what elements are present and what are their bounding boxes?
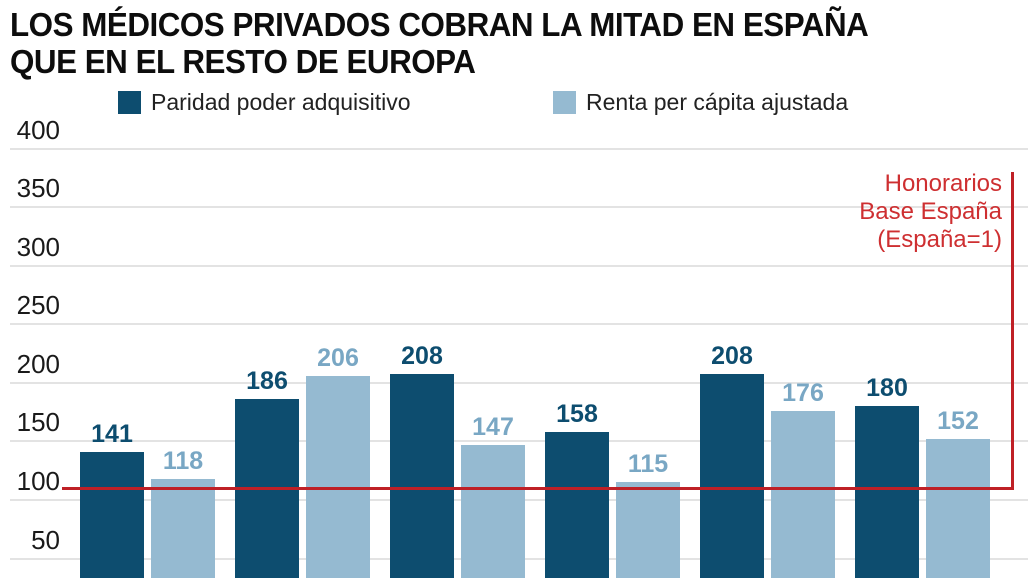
gridline-200 — [10, 381, 1028, 384]
bar-renta-3 — [461, 445, 525, 578]
y-axis-tick-400: 400 — [16, 114, 60, 145]
bar-renta-6 — [926, 439, 990, 578]
bar-renta-5 — [771, 411, 835, 578]
bar-value-label-paridad-1: 141 — [91, 420, 133, 449]
reference-annotation-line-3: (España=1) — [877, 226, 1002, 253]
y-axis-tick-200: 200 — [16, 348, 60, 379]
bar-value-label-paridad-4: 158 — [556, 400, 598, 429]
reference-line-horizontal — [62, 487, 1014, 490]
bar-value-label-paridad-6: 180 — [866, 374, 908, 403]
bar-value-label-paridad-2: 186 — [246, 367, 288, 396]
reference-annotation: Honorarios Base España (España=1) — [859, 170, 1002, 254]
y-axis-tick-100: 100 — [16, 466, 60, 497]
chart-title-line-1: LOS MÉDICOS PRIVADOS COBRAN LA MITAD EN … — [10, 6, 869, 43]
gridline-150 — [10, 440, 1028, 443]
bar-value-label-paridad-3: 208 — [401, 341, 443, 370]
bar-value-label-renta-4: 115 — [627, 450, 669, 479]
y-axis-tick-350: 350 — [16, 173, 60, 204]
bar-value-label-renta-3: 147 — [472, 413, 514, 441]
gridline-250 — [10, 323, 1028, 326]
y-axis-tick-50: 50 — [31, 524, 60, 555]
reference-annotation-line-1: Honorarios — [884, 170, 1002, 197]
legend-item-renta: Renta per cápita ajustada — [553, 89, 848, 116]
legend-label-renta: Renta per cápita ajustada — [586, 89, 849, 115]
bar-value-label-paridad-5: 208 — [711, 341, 753, 370]
y-axis-tick-250: 250 — [16, 290, 60, 321]
reference-line-vertical — [1011, 172, 1014, 490]
bar-paridad-1 — [80, 452, 144, 578]
bar-value-label-renta-2: 206 — [317, 343, 359, 372]
bar-value-label-renta-5: 176 — [782, 379, 824, 408]
bar-paridad-5 — [700, 373, 764, 578]
legend-swatch-dark-blue — [118, 91, 141, 114]
legend-swatch-light-blue — [553, 91, 576, 114]
legend-label-paridad: Paridad poder adquisitivo — [151, 89, 411, 115]
y-axis-tick-300: 300 — [16, 231, 60, 262]
gridline-350 — [10, 206, 1028, 209]
reference-annotation-line-2: Base España — [859, 198, 1002, 225]
gridline-300 — [10, 264, 1028, 267]
gridline-400 — [10, 147, 1028, 150]
bar-paridad-3 — [390, 373, 454, 578]
y-axis-tick-150: 150 — [16, 407, 60, 438]
bar-value-label-renta-1: 118 — [162, 446, 204, 475]
bar-paridad-4 — [545, 432, 609, 578]
legend-item-paridad: Paridad poder adquisitivo — [118, 89, 411, 116]
bar-renta-1 — [151, 478, 215, 578]
chart-title-line-2: QUE EN EL RESTO DE EUROPA — [10, 43, 476, 80]
bar-paridad-6 — [855, 406, 919, 578]
bar-renta-4 — [616, 482, 680, 578]
bar-value-label-renta-6: 152 — [937, 407, 979, 436]
chart-title: LOS MÉDICOS PRIVADOS COBRAN LA MITAD EN … — [10, 6, 869, 80]
bar-renta-2 — [306, 375, 370, 578]
